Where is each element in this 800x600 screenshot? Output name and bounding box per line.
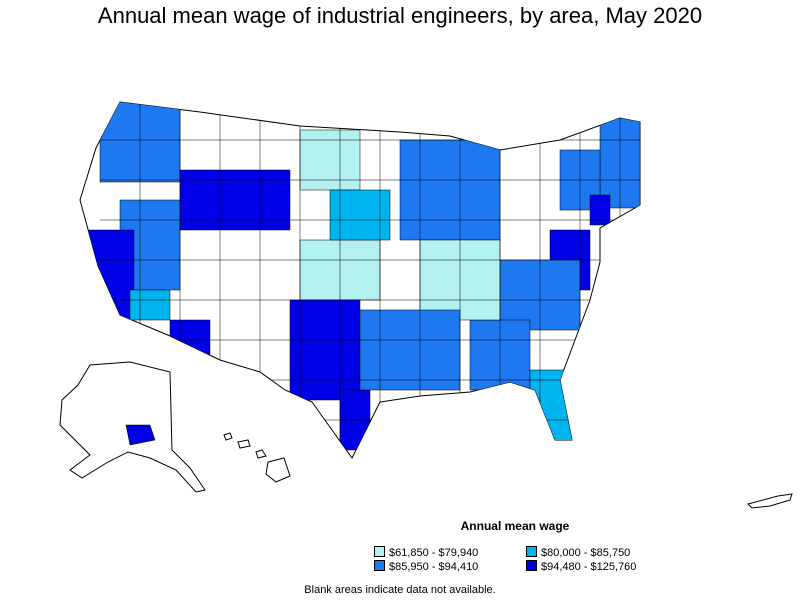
puerto-rico: [747, 493, 793, 509]
area-borders: [100, 102, 640, 458]
legend-title: Annual mean wage: [460, 519, 570, 533]
area-northern-rockies: [179, 169, 291, 231]
legend-swatch-2: [526, 546, 537, 557]
legend-item-range-1: $61,850 - $79,940: [374, 546, 478, 560]
legend-label-2: $80,000 - $85,750: [541, 547, 631, 559]
area-midwest-2: [299, 129, 361, 191]
legend-item-range-2: $80,000 - $85,750: [526, 546, 630, 560]
hawaii-island-1: [223, 432, 233, 441]
hawaii-island-2: [237, 439, 251, 449]
hawaii-island-3: [255, 449, 267, 459]
alaska: [59, 361, 206, 493]
legend-label-4: $94,480 - $125,760: [541, 561, 637, 573]
legend-item-range-3: $85,950 - $94,410: [374, 560, 478, 574]
area-northeast-3: [589, 194, 611, 226]
area-texas: [289, 299, 361, 401]
alaska-area-anchorage: [125, 424, 156, 446]
legend-label-3: $85,950 - $94,410: [389, 561, 479, 573]
legend-label-1: $61,850 - $79,940: [389, 547, 479, 559]
contiguous-us: [79, 101, 641, 459]
blank-areas-note: Blank areas indicate data not available.: [304, 584, 496, 596]
area-florida: [529, 369, 576, 446]
legend-swatch-4: [526, 560, 537, 571]
area-plains-2: [329, 189, 391, 241]
area-midwest-1: [399, 139, 501, 241]
legend-item-range-4: $94,480 - $125,760: [526, 560, 636, 574]
legend-swatch-3: [374, 560, 385, 571]
hawaii: [223, 432, 291, 483]
legend-swatch-1: [374, 546, 385, 557]
hawaii-island-4: [265, 457, 291, 483]
map-title: Annual mean wage of industrial engineers…: [97, 3, 703, 28]
area-sw-coast: [129, 289, 171, 321]
area-south-central: [359, 309, 461, 391]
